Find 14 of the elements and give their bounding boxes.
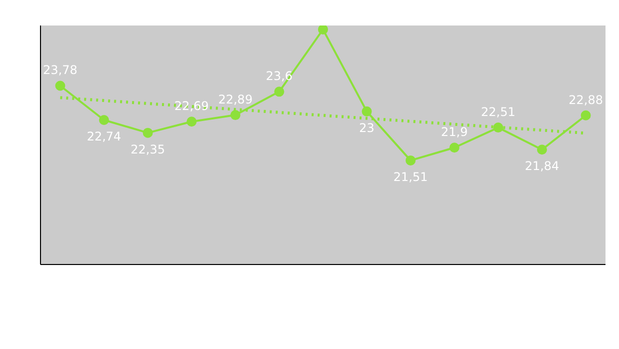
point (55, 80, 66, 91)
point (536, 144, 547, 155)
point (318, 26, 328, 34)
data-label: 22,69 (174, 99, 209, 114)
point (406, 155, 416, 166)
point (230, 110, 240, 120)
point (186, 116, 197, 127)
point (274, 86, 284, 97)
point (99, 114, 110, 125)
point (580, 110, 591, 120)
point (142, 128, 153, 138)
point (449, 142, 460, 153)
point (493, 122, 504, 133)
point (362, 106, 372, 116)
